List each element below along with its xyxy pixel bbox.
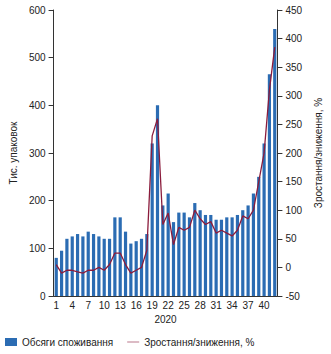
svg-text:300: 300 [29,148,46,159]
svg-text:28: 28 [195,300,207,311]
svg-text:34: 34 [227,300,239,311]
svg-text:100: 100 [29,243,46,254]
svg-text:250: 250 [285,119,302,130]
svg-text:Зростання/зниження, %: Зростання/зниження, % [313,98,324,208]
svg-text:16: 16 [131,300,143,311]
svg-text:300: 300 [285,90,302,101]
svg-text:0: 0 [40,291,46,302]
svg-text:0: 0 [285,262,291,273]
svg-text:19: 19 [147,300,159,311]
svg-text:400: 400 [29,100,46,111]
svg-text:31: 31 [211,300,223,311]
svg-text:7: 7 [85,300,91,311]
svg-text:Зростання/зниження, %: Зростання/зниження, % [144,337,254,348]
svg-text:200: 200 [285,148,302,159]
svg-text:150: 150 [285,176,302,187]
svg-text:4: 4 [69,300,75,311]
svg-text:400: 400 [285,33,302,44]
svg-text:350: 350 [285,62,302,73]
svg-text:37: 37 [243,300,255,311]
svg-text:22: 22 [163,300,175,311]
svg-text:200: 200 [29,195,46,206]
svg-text:-50: -50 [285,291,300,302]
svg-text:100: 100 [285,205,302,216]
svg-text:10: 10 [99,300,111,311]
svg-text:Тис. упаковок: Тис. упаковок [8,121,19,185]
svg-text:13: 13 [115,300,127,311]
svg-text:450: 450 [285,5,302,16]
svg-text:500: 500 [29,52,46,63]
svg-text:600: 600 [29,5,46,16]
svg-text:Обсяги споживання: Обсяги споживання [22,337,113,348]
svg-text:40: 40 [259,300,271,311]
svg-text:1: 1 [53,300,59,311]
svg-text:2020: 2020 [154,314,177,325]
svg-text:25: 25 [179,300,191,311]
svg-text:50: 50 [285,233,297,244]
